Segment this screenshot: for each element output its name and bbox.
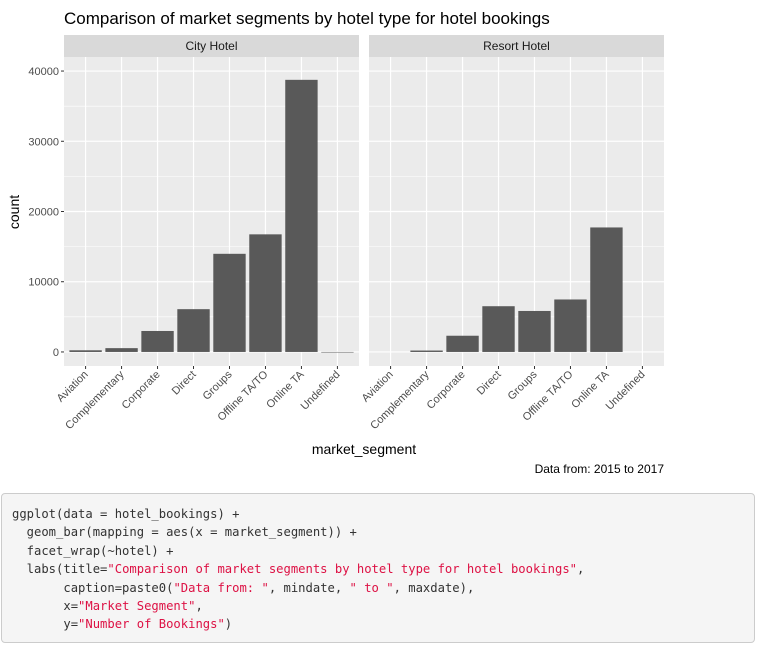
code-token: ,	[577, 562, 585, 577]
bar	[285, 79, 318, 352]
code-token: x=	[12, 599, 79, 614]
code-line: x="Market Segment",	[12, 597, 744, 615]
code-token: )	[224, 617, 233, 632]
facet-panels: City HotelAviationComplementaryCorporate…	[55, 35, 664, 432]
bar	[141, 330, 174, 352]
y-tick-label: 10000	[28, 277, 59, 289]
code-token: ,	[195, 599, 203, 614]
chart-title: Comparison of market segments by hotel t…	[64, 9, 550, 28]
x-tick-label: Undefined	[299, 369, 343, 413]
r-code-block: ggplot(data = hotel_bookings) + geom_bar…	[1, 493, 755, 643]
y-tick-label: 30000	[28, 136, 59, 148]
faceted-bar-chart: Comparison of market segments by hotel t…	[6, 9, 665, 476]
y-tick-label: 20000	[28, 207, 59, 219]
code-token: , maxdate),	[393, 580, 475, 595]
code-string-token: " to "	[349, 580, 394, 595]
bar	[590, 227, 623, 352]
bar	[321, 351, 354, 353]
bar	[213, 253, 246, 352]
x-tick-label: Groups	[506, 368, 540, 402]
code-line: caption=paste0("Data from: ", mindate, "…	[12, 579, 744, 597]
code-string-token: "Data from: "	[173, 580, 269, 595]
y-tick-label: 0	[53, 347, 59, 359]
code-string-token: "Number of Bookings"	[78, 617, 225, 632]
x-axis-title: market_segment	[312, 441, 416, 457]
bar	[518, 310, 551, 352]
x-tick-label: Direct	[475, 369, 504, 398]
facet-panel: Resort HotelAviationComplementaryCorpora…	[360, 35, 664, 432]
facet-strip	[369, 35, 664, 57]
facet-strip-label: City Hotel	[185, 39, 237, 53]
bar	[249, 234, 282, 352]
code-line: y="Number of Bookings")	[12, 615, 744, 633]
code-token: ggplot(data = hotel_bookings) +	[12, 507, 240, 521]
x-tick-label: Undefined	[604, 369, 648, 413]
facet-strip	[64, 35, 359, 57]
code-string-token: "Comparison of market segments by hotel …	[107, 562, 577, 577]
code-token: caption=paste0(	[12, 580, 174, 595]
code-token: geom_bar(mapping = aes(x = market_segmen…	[12, 525, 357, 540]
code-token: y=	[12, 617, 79, 632]
code-token: labs(title=	[12, 562, 108, 577]
x-tick-label: Groups	[201, 368, 235, 402]
bar	[482, 306, 515, 352]
x-tick-label: Aviation	[360, 369, 396, 405]
x-tick-label: Corporate	[120, 369, 163, 412]
bar	[69, 350, 102, 352]
bar	[446, 335, 479, 352]
y-axis-title: count	[6, 195, 22, 229]
code-token: , mindate,	[268, 580, 350, 595]
code-string-token: "Market Segment"	[78, 599, 196, 614]
bar	[177, 309, 210, 352]
code-line: ggplot(data = hotel_bookings) +	[12, 505, 744, 523]
facet-strip-label: Resort Hotel	[483, 39, 550, 53]
bar	[105, 348, 138, 352]
code-line: geom_bar(mapping = aes(x = market_segmen…	[12, 523, 744, 541]
bar	[554, 299, 587, 352]
y-axis: 0 10000 20000 30000 40000	[28, 66, 64, 359]
code-line: facet_wrap(~hotel) +	[12, 542, 744, 560]
code-line: labs(title="Comparison of market segment…	[12, 560, 744, 578]
x-tick-label: Aviation	[55, 369, 91, 405]
y-tick-label: 40000	[28, 66, 59, 78]
bar	[410, 350, 443, 352]
x-tick-label: Corporate	[425, 369, 468, 412]
code-token: facet_wrap(~hotel) +	[12, 543, 174, 558]
facet-panel: City HotelAviationComplementaryCorporate…	[55, 35, 359, 432]
x-tick-label: Direct	[170, 369, 199, 398]
chart-caption: Data from: 2015 to 2017	[535, 462, 665, 476]
